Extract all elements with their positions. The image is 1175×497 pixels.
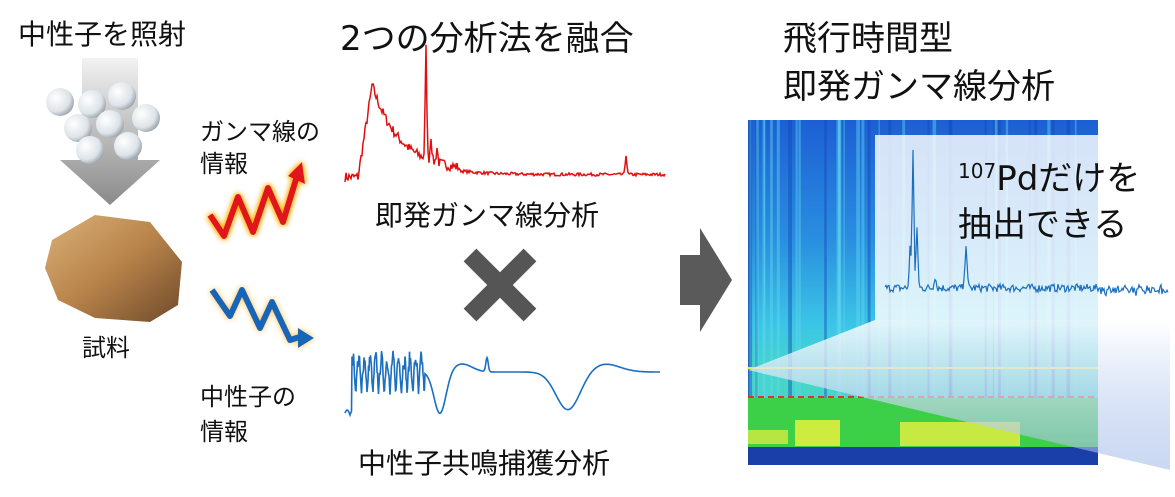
gamma-spectrum — [344, 44, 666, 183]
ball — [64, 114, 92, 142]
gamma-wave-line — [207, 175, 300, 239]
zoom-projection — [748, 320, 1170, 470]
heatmap-streak — [798, 120, 801, 398]
ball — [96, 110, 124, 138]
heatmap-streak — [824, 120, 827, 398]
ball — [108, 82, 136, 110]
ball — [46, 88, 74, 116]
resonance-spectrum — [344, 350, 660, 418]
heatmap-streak — [748, 120, 751, 398]
extracted-spectrum — [884, 149, 1169, 297]
heatmap-streak — [748, 120, 750, 398]
heatmap-streak — [861, 120, 865, 398]
neutron-wave-head — [298, 328, 314, 348]
ball — [76, 136, 104, 164]
heatmap-streak — [867, 120, 871, 398]
heatmap-streak — [756, 120, 759, 398]
heatmap-dark-band — [748, 447, 1098, 465]
nrca-label: 中性子共鳴捕獲分析 — [358, 447, 610, 480]
rock-sample — [45, 215, 182, 322]
heatmap-streak — [770, 120, 773, 398]
gamma-wave-head — [288, 162, 305, 184]
ball — [132, 104, 160, 132]
gamma-info-line: 情報 — [200, 150, 248, 178]
fusion-title: 2つの分析法を融合 — [340, 19, 634, 59]
ball — [78, 90, 106, 118]
gamma-wave — [207, 162, 305, 239]
gamma-info-line: ガンマ線の — [200, 118, 320, 146]
neutron-info-line: 中性子の — [200, 383, 296, 411]
callout-superscript: 107 — [958, 159, 996, 183]
callout-line: 抽出できる — [958, 205, 1127, 245]
right-arrow — [680, 228, 732, 332]
right-title-line: 即発ガンマ線分析 — [783, 67, 1055, 107]
heatmap-streak — [836, 120, 841, 398]
cross-stroke — [463, 248, 537, 322]
heatmap-streak — [795, 120, 798, 398]
heatmap-streak — [843, 120, 845, 398]
neutron-info-line: 情報 — [200, 418, 248, 446]
irradiate-title: 中性子を照射 — [18, 18, 186, 51]
heatmap-streak — [755, 120, 758, 398]
ball — [114, 132, 142, 160]
heatmap-streak — [838, 120, 842, 398]
heatmap-yellow — [795, 420, 840, 446]
heatmap-streak — [748, 120, 750, 398]
callout-line: 107Pdだけを — [958, 159, 1140, 199]
neutron-wave-line — [209, 287, 304, 343]
heatmap-yellow — [748, 430, 788, 444]
right-title-line: 飛行時間型 — [783, 19, 953, 59]
heatmap-streak — [838, 120, 841, 398]
cross-mark — [463, 248, 537, 322]
heatmap-streak — [788, 120, 792, 398]
heatmap-streak — [750, 120, 752, 398]
heatmap-streak — [748, 120, 753, 398]
pga-label: 即発ガンマ線分析 — [375, 199, 599, 232]
zoom-box — [875, 135, 1170, 320]
callout-text: Pdだけを — [996, 159, 1140, 199]
heatmap-streak — [762, 120, 766, 398]
sample-label: 試料 — [82, 334, 130, 362]
neutron-balls — [46, 82, 160, 164]
heatmap-streak — [763, 120, 765, 398]
heatmap-streak — [776, 120, 780, 398]
neutron-wave — [209, 287, 314, 348]
heatmap-streak — [856, 120, 860, 398]
